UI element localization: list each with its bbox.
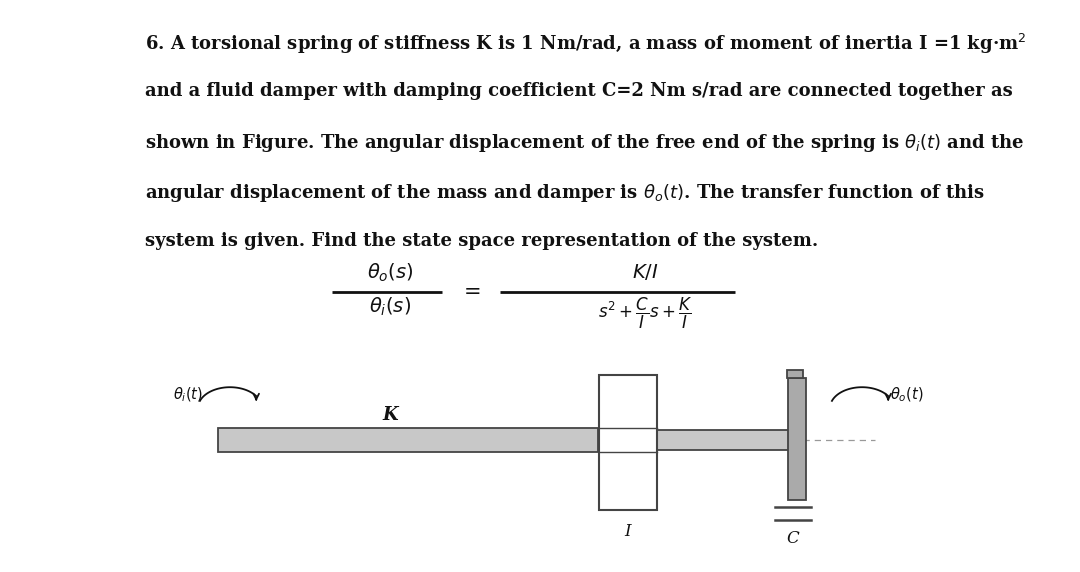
Text: system is given. Find the state space representation of the system.: system is given. Find the state space re… (145, 232, 819, 250)
Text: C: C (786, 530, 799, 547)
FancyBboxPatch shape (218, 428, 598, 452)
FancyBboxPatch shape (788, 378, 806, 500)
FancyBboxPatch shape (657, 430, 789, 450)
Text: $\theta_i(s)$: $\theta_i(s)$ (369, 296, 411, 318)
Text: shown in Figure. The angular displacement of the free end of the spring is $\the: shown in Figure. The angular displacemen… (145, 132, 1025, 154)
Text: $s^2 + \dfrac{C}{I}s + \dfrac{K}{I}$: $s^2 + \dfrac{C}{I}s + \dfrac{K}{I}$ (597, 296, 692, 331)
Text: 6. A torsional spring of stiffness K is 1 Nm/rad, a mass of moment of inertia I : 6. A torsional spring of stiffness K is … (145, 32, 1026, 56)
Text: $K/I$: $K/I$ (632, 262, 659, 282)
Text: and a fluid damper with damping coefficient C=2 Nm s/rad are connected together : and a fluid damper with damping coeffici… (145, 82, 1013, 100)
FancyBboxPatch shape (599, 375, 657, 510)
Text: $\theta_o(s)$: $\theta_o(s)$ (367, 262, 414, 284)
FancyBboxPatch shape (787, 370, 804, 378)
Text: $\theta_o(t)$: $\theta_o(t)$ (890, 386, 923, 404)
Text: K: K (382, 406, 397, 424)
Text: $\theta_i(t)$: $\theta_i(t)$ (173, 386, 203, 404)
Text: $=$: $=$ (459, 280, 481, 300)
Text: angular displacement of the mass and damper is $\theta_o(t)$. The transfer funct: angular displacement of the mass and dam… (145, 182, 985, 204)
Text: I: I (624, 523, 632, 540)
